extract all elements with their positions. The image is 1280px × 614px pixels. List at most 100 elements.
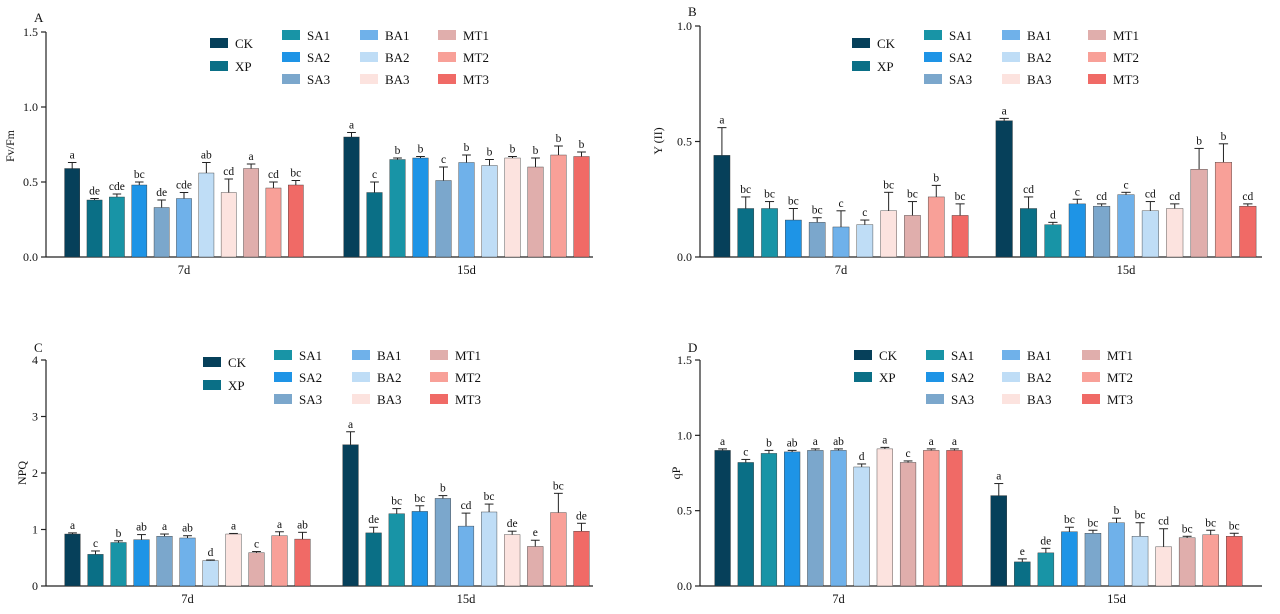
significance-letter: b (440, 483, 446, 495)
legend-swatch-sa1 (282, 30, 300, 40)
bar-mt3-7d (951, 215, 969, 258)
legend-swatch-ck (203, 357, 221, 367)
bar-ck-15d (990, 495, 1007, 587)
significance-letter: ab (833, 436, 844, 448)
significance-letter: b (579, 139, 585, 151)
bar-ba3-7d (880, 210, 897, 258)
legend-swatch-mt1 (1088, 30, 1106, 40)
y-tick-label: 3 (32, 410, 38, 424)
bar-sa1-7d (110, 542, 127, 587)
y-tick-label: 0.5 (677, 504, 692, 518)
significance-letter: a (1002, 105, 1007, 117)
legend-label-ck: CK (877, 36, 896, 51)
significance-letter: c (862, 207, 867, 219)
legend-swatch-xp (852, 61, 870, 71)
legend-label-mt2: MT2 (1113, 50, 1139, 65)
legend-label-ba2: BA2 (377, 370, 402, 385)
significance-letter: b (510, 144, 516, 156)
y-axis-label: Y (II) (651, 127, 665, 154)
legend-label-mt1: MT1 (463, 28, 489, 43)
y-tick-label: 1 (32, 523, 38, 537)
significance-letter: bc (1064, 514, 1075, 526)
bar-sa2-7d (785, 219, 802, 258)
panel-letter: B (688, 4, 697, 19)
significance-letter: bc (1229, 520, 1240, 532)
bar-xp-15d (366, 192, 383, 258)
legend-swatch-sa2 (924, 52, 942, 62)
bar-ba2-15d (481, 165, 498, 258)
bar-ba2-7d (856, 224, 874, 258)
significance-letter: a (813, 436, 818, 448)
legend-swatch-mt3 (430, 394, 448, 404)
significance-letter: cd (268, 169, 279, 181)
significance-letter: bc (1135, 510, 1146, 522)
significance-letter: e (533, 527, 538, 539)
x-category-label: 15d (1107, 592, 1127, 606)
legend: CK XP SA1 SA2 SA3 BA1 BA2 BA3 MT1 MT2 MT3 (852, 28, 1139, 87)
significance-letter: a (348, 419, 353, 431)
significance-letter: b (395, 145, 401, 157)
bar-mt2-15d (550, 154, 567, 258)
y-tick-label: 0 (32, 579, 38, 593)
bar-ba3-7d (225, 533, 242, 587)
bar-sa1-15d (1044, 224, 1062, 258)
bar-sa3-7d (807, 450, 824, 587)
legend-swatch-ba3 (360, 74, 378, 84)
significance-letter: bc (955, 191, 966, 203)
significance-letter: de (368, 514, 379, 526)
bar-mt3-7d (294, 538, 311, 587)
legend-label-mt1: MT1 (455, 348, 481, 363)
legend-label-mt3: MT3 (455, 392, 481, 407)
legend-swatch-ba2 (352, 372, 370, 382)
legend-label-sa3: SA3 (307, 72, 330, 87)
bar-xp-15d (1020, 208, 1038, 258)
bar-mt1-15d (1190, 169, 1208, 258)
significance-letter: de (507, 518, 518, 530)
significance-letter: bc (134, 169, 145, 181)
y-tick-label: 1.5 (23, 25, 38, 39)
significance-letter: ab (787, 437, 798, 449)
panel-letter: A (34, 10, 44, 25)
significance-letter: b (766, 437, 772, 449)
legend-label-xp: XP (879, 370, 896, 385)
significance-letter: a (720, 436, 725, 448)
significance-letter: d (1050, 209, 1056, 221)
bar-mt2-7d (265, 187, 282, 258)
significance-letter: bc (907, 189, 918, 201)
significance-letter: cd (223, 166, 234, 178)
legend-label-mt1: MT1 (1113, 28, 1139, 43)
bar-ba1-15d (457, 525, 475, 587)
chart-panel-b: B0.00.51.0Y (II)abc bcbcbcccbcbcbbc7dacdd… (651, 4, 1262, 277)
legend-label-mt3: MT3 (463, 72, 489, 87)
bar-sa1-7d (760, 453, 778, 587)
legend-swatch-mt1 (1082, 350, 1100, 360)
significance-letter: cd (1242, 191, 1253, 203)
significance-letter: cd (1145, 189, 1156, 201)
bar-mt1-15d (527, 546, 544, 587)
legend-swatch-sa3 (282, 74, 300, 84)
significance-letter: a (277, 519, 282, 531)
bar-ba1-15d (1108, 522, 1125, 587)
bar-sa3-7d (153, 207, 170, 258)
x-category-label: 15d (457, 263, 477, 277)
bar-ba3-15d (504, 534, 521, 587)
significance-letter: c (905, 448, 910, 460)
y-tick-label: 0.0 (677, 250, 692, 264)
legend-label-ba3: BA3 (1027, 72, 1052, 87)
legend-swatch-ba3 (1002, 394, 1020, 404)
legend-swatch-mt2 (1082, 372, 1100, 382)
bar-sa2-7d (784, 451, 801, 587)
significance-letter: cd (1023, 184, 1034, 196)
significance-letter: a (996, 471, 1001, 483)
bar-ba3-7d (220, 192, 237, 258)
legend-swatch-ba2 (1002, 372, 1020, 382)
y-axis-label: qP (669, 466, 683, 479)
significance-letter: c (93, 538, 98, 550)
y-tick-label: 0.0 (23, 250, 38, 264)
bar-ck-7d (64, 168, 80, 258)
bar-ck-15d (343, 136, 360, 258)
bar-mt1-15d (1178, 537, 1196, 587)
legend-swatch-ba2 (360, 52, 378, 62)
